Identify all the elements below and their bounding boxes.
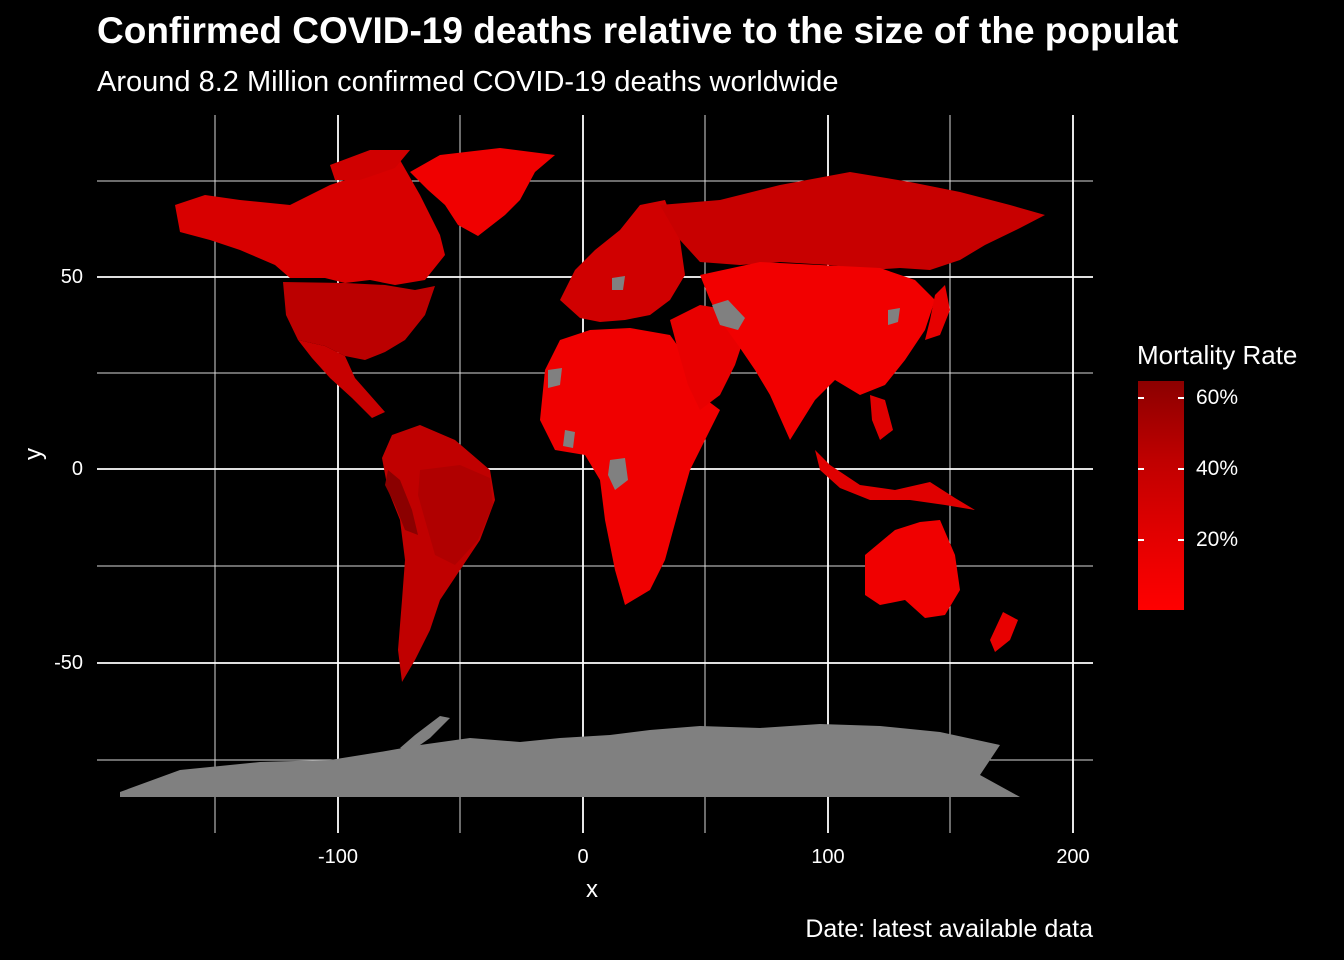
legend-label: 40% — [1196, 457, 1239, 480]
region-antarctic-peninsula — [400, 716, 450, 752]
region-antarctica — [120, 724, 1020, 797]
region-usa — [283, 282, 435, 360]
x-tick-label: -100 — [317, 846, 359, 868]
region-mexico — [298, 340, 385, 418]
region-philippines — [870, 395, 893, 440]
legend-title: Mortality Rate — [1137, 340, 1298, 370]
x-tick-label: 0 — [577, 846, 589, 868]
x-tick-label: 200 — [1056, 846, 1090, 868]
legend-colorbar — [1138, 381, 1184, 610]
y-tick-label: 0 — [71, 458, 83, 480]
region-middle-east — [670, 305, 745, 410]
region-missing-6 — [612, 276, 625, 290]
chart-subtitle: Around 8.2 Million confirmed COVID-19 de… — [97, 66, 839, 98]
region-australia — [865, 520, 960, 618]
region-missing-4 — [563, 430, 575, 448]
legend-label: 20% — [1196, 528, 1239, 551]
region-russia — [660, 172, 1045, 270]
region-missing-2 — [608, 458, 628, 490]
region-canada-alaska — [175, 160, 445, 285]
x-tick-label: 100 — [811, 846, 845, 868]
y-axis-title: y — [20, 448, 47, 460]
region-brazil — [418, 465, 493, 565]
region-japan — [925, 285, 950, 340]
region-indonesia — [815, 450, 975, 510]
region-missing-3 — [548, 368, 562, 388]
y-tick-label: -50 — [54, 652, 83, 674]
legend-label: 60% — [1196, 386, 1239, 409]
region-peru — [385, 470, 418, 535]
y-tick-label: 50 — [60, 266, 83, 288]
region-europe — [560, 200, 685, 322]
chart-caption: Date: latest available data — [805, 915, 1093, 943]
x-axis-title: x — [586, 876, 598, 903]
region-arctic-islands — [330, 150, 410, 180]
region-greenland — [410, 148, 555, 236]
chart-title: Confirmed COVID-19 deaths relative to th… — [97, 10, 1179, 51]
region-new-zealand — [990, 612, 1018, 652]
region-missing-1 — [712, 300, 745, 330]
region-missing-5 — [888, 308, 900, 325]
region-asia — [700, 262, 935, 440]
region-africa — [540, 328, 720, 605]
